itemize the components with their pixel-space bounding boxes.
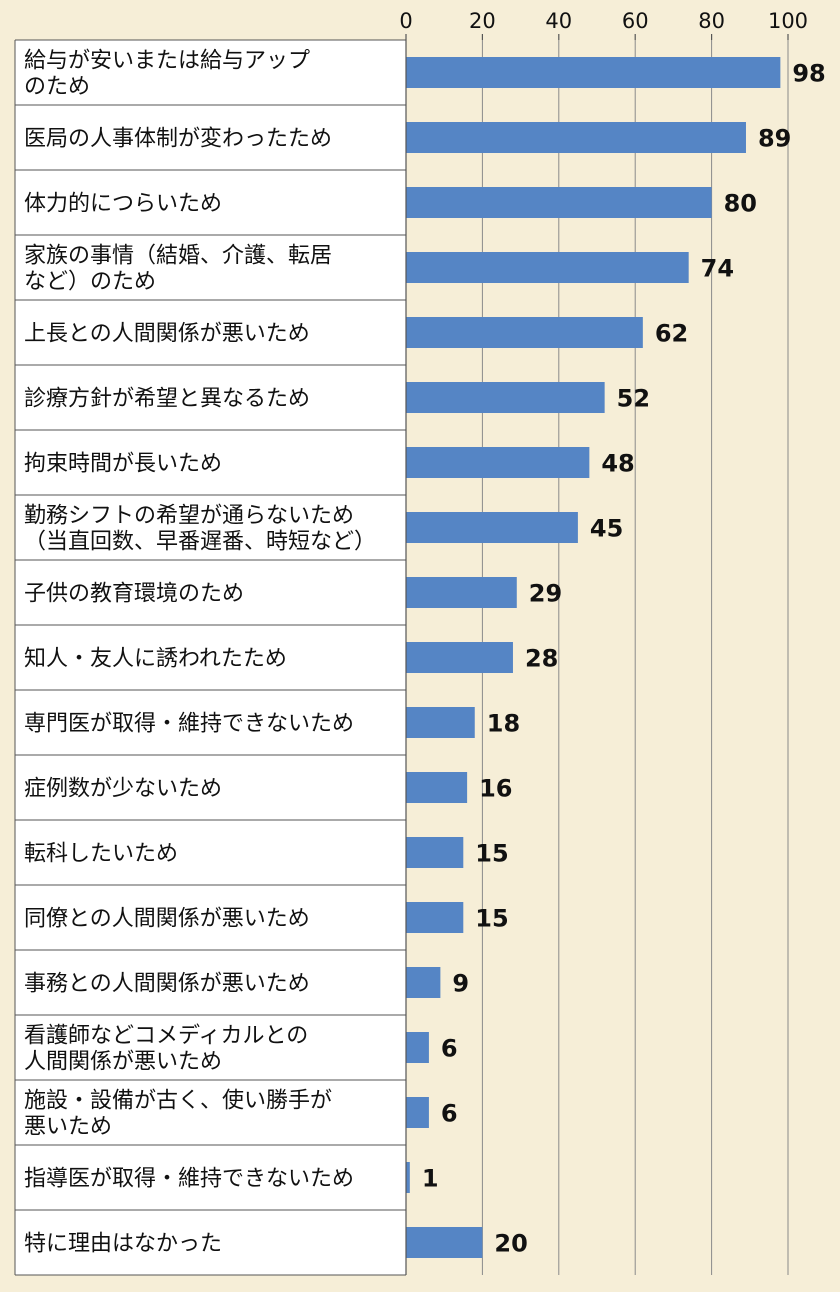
- bar: [406, 512, 578, 543]
- bar: [406, 187, 712, 218]
- bar: [406, 57, 781, 88]
- category-label: 診療方針が希望と異なるため: [24, 387, 310, 412]
- category-label-line: 拘束時間が長いため: [24, 452, 222, 477]
- value-label: 62: [655, 320, 688, 348]
- value-label: 80: [724, 190, 757, 218]
- category-label-line: 転科したいため: [24, 842, 178, 867]
- category-label: 家族の事情（結婚、介護、転居など）のため: [24, 244, 332, 295]
- category-label-line: 給与が安いまたは給与アップ: [24, 49, 310, 74]
- value-label: 15: [475, 840, 508, 868]
- x-axis: 0 20 40 60 80 100: [399, 9, 808, 40]
- value-label: 48: [601, 450, 634, 478]
- value-label: 28: [525, 645, 558, 673]
- x-tick-label: 40: [545, 9, 572, 33]
- bar: [406, 122, 746, 153]
- category-label: 施設・設備が古く、使い勝手が悪いため: [24, 1089, 332, 1140]
- bar: [406, 1227, 483, 1258]
- bar: [406, 252, 689, 283]
- value-label: 74: [701, 255, 734, 283]
- bar: [406, 967, 441, 998]
- bar: [406, 1162, 410, 1193]
- bar: [406, 1032, 429, 1063]
- category-label-line: 悪いため: [24, 1115, 112, 1140]
- gridlines: [481, 40, 789, 1275]
- value-label: 20: [494, 1230, 527, 1258]
- category-label-line: 事務との人間関係が悪いため: [24, 972, 310, 997]
- category-label-line: 特に理由はなかった: [24, 1232, 222, 1257]
- category-label-line: 家族の事情（結婚、介護、転居: [24, 244, 332, 269]
- category-label-line: のため: [24, 75, 90, 100]
- category-label: 指導医が取得・維持できないため: [24, 1167, 354, 1192]
- x-tick-label: 20: [469, 9, 496, 33]
- category-label: 同僚との人間関係が悪いため: [24, 907, 310, 932]
- x-tick-label: 100: [768, 9, 808, 33]
- x-tick-label: 80: [698, 9, 725, 33]
- x-tick-label: 0: [399, 9, 412, 33]
- bar: [406, 902, 464, 933]
- category-label-line: 人間関係が悪いため: [24, 1050, 222, 1075]
- category-label-line: 看護師などコメディカルとの: [24, 1024, 308, 1049]
- value-label: 52: [617, 385, 650, 413]
- category-label: 医局の人事体制が変わったため: [24, 127, 332, 152]
- bar: [406, 707, 475, 738]
- value-label: 6: [441, 1100, 458, 1128]
- category-label: 知人・友人に誘われたため: [24, 647, 287, 672]
- category-label-line: 上長との人間関係が悪いため: [24, 322, 310, 347]
- category-label: 拘束時間が長いため: [24, 452, 222, 477]
- value-label: 16: [479, 775, 512, 803]
- x-tick-label: 60: [622, 9, 649, 33]
- category-label-line: 指導医が取得・維持できないため: [24, 1167, 354, 1192]
- bar: [406, 837, 464, 868]
- category-label: 事務との人間関係が悪いため: [24, 972, 310, 997]
- category-label: 症例数が少ないため: [24, 777, 222, 802]
- value-label: 9: [452, 970, 469, 998]
- category-label-line: 症例数が少ないため: [24, 777, 222, 802]
- bars: 98 89 80 74 62 52 48 45 29 28 18 16 15 15 9 6 6 1 20: [406, 57, 826, 1258]
- category-label-line: 医局の人事体制が変わったため: [24, 127, 332, 152]
- category-label-line: （当直回数、早番遅番、時短など）: [24, 530, 376, 555]
- value-label: 45: [590, 515, 623, 543]
- category-label: 給与が安いまたは給与アップのため: [24, 49, 310, 100]
- bar: [406, 1097, 429, 1128]
- bar: [406, 772, 468, 803]
- category-label: 看護師などコメディカルとの人間関係が悪いため: [24, 1024, 308, 1075]
- category-label-line: 同僚との人間関係が悪いため: [24, 907, 310, 932]
- category-label-line: 体力的につらいため: [24, 192, 222, 217]
- label-panel: [15, 40, 406, 1275]
- category-rows: 給与が安いまたは給与アップのため医局の人事体制が変わったため体力的につらいため家…: [14, 39, 406, 1276]
- category-label-line: 勤務シフトの希望が通らないため: [24, 504, 354, 529]
- bar: [406, 642, 513, 673]
- category-label-line: 専門医が取得・維持できないため: [24, 712, 354, 737]
- value-label: 15: [475, 905, 508, 933]
- category-label-line: 子供の教育環境のため: [24, 582, 244, 607]
- category-label: 特に理由はなかった: [24, 1232, 222, 1257]
- bar: [406, 382, 605, 413]
- value-label: 98: [792, 60, 825, 88]
- bar: [406, 317, 643, 348]
- category-label: 子供の教育環境のため: [24, 582, 244, 607]
- value-label: 89: [758, 125, 791, 153]
- value-label: 6: [441, 1035, 458, 1063]
- bar: [406, 577, 517, 608]
- category-label: 上長との人間関係が悪いため: [24, 322, 310, 347]
- category-label-line: 診療方針が希望と異なるため: [24, 387, 310, 412]
- value-label: 1: [422, 1165, 439, 1193]
- category-label: 専門医が取得・維持できないため: [24, 712, 354, 737]
- value-label: 29: [529, 580, 562, 608]
- category-label: 転科したいため: [24, 842, 178, 867]
- category-label: 勤務シフトの希望が通らないため（当直回数、早番遅番、時短など）: [24, 504, 376, 555]
- category-label-line: 施設・設備が古く、使い勝手が: [24, 1089, 332, 1114]
- category-label: 体力的につらいため: [24, 192, 222, 217]
- category-label-line: など）のため: [24, 270, 156, 295]
- bar: [406, 447, 590, 478]
- value-label: 18: [487, 710, 520, 738]
- category-label-line: 知人・友人に誘われたため: [24, 647, 287, 672]
